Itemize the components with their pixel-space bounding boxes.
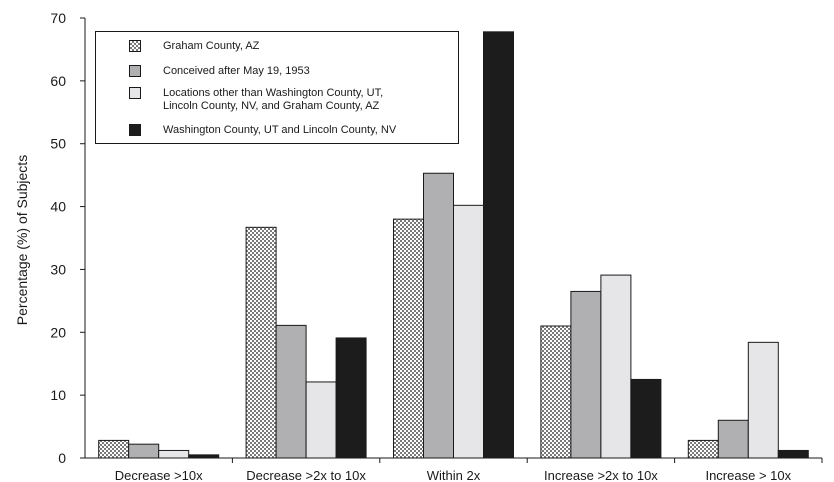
bar (570, 290, 602, 459)
y-tick-label: 50 (50, 136, 66, 152)
x-ticks: Decrease >10x Decrease >2x to 10x Within 2… (115, 458, 823, 482)
bar (128, 443, 160, 459)
x-tick-label: Increase > 10x (705, 468, 791, 482)
bar (687, 439, 719, 459)
x-tick-label: Decrease >10x (115, 468, 203, 482)
legend-swatch (129, 124, 141, 136)
legend: Graham County, AZ Conceived after May 19… (95, 31, 459, 144)
legend-label: Locations other than Washington County, … (163, 87, 384, 112)
y-tick-label: 40 (50, 199, 66, 215)
bar (275, 324, 307, 459)
bar (245, 226, 277, 459)
y-tick-label: 10 (50, 387, 66, 403)
bar (717, 419, 749, 459)
bar (747, 341, 779, 459)
y-tick-label: 70 (50, 10, 66, 26)
y-tick-label: 20 (50, 324, 66, 340)
y-tick-label: 0 (58, 450, 66, 466)
bar (98, 439, 130, 459)
bar (305, 381, 337, 459)
bar (158, 449, 190, 459)
bar (335, 337, 367, 459)
y-tick-label: 30 (50, 261, 66, 277)
bar (423, 172, 454, 459)
bars-group (98, 31, 809, 459)
bar (483, 31, 514, 459)
bar (600, 274, 632, 459)
legend-label: Graham County, AZ (163, 40, 260, 52)
bar (188, 454, 220, 459)
x-tick-label: Decrease >2x to 10x (246, 468, 366, 482)
bar (777, 449, 809, 459)
y-tick-label: 60 (50, 73, 66, 89)
bar (630, 378, 662, 459)
legend-swatch (129, 87, 141, 99)
y-ticks: 0 10 20 30 40 50 60 70 (50, 10, 85, 466)
legend-label: Washington County, UT and Lincoln County… (163, 124, 397, 136)
legend-label: Conceived after May 19, 1953 (163, 65, 310, 77)
y-axis-label: Percentage (%) of Subjects (14, 154, 30, 326)
bar (393, 218, 424, 459)
legend-swatch (129, 40, 141, 52)
bar (453, 204, 484, 459)
x-tick-label: Within 2x (427, 468, 481, 482)
x-tick-label: Increase >2x to 10x (544, 468, 658, 482)
bar (540, 325, 572, 459)
legend-swatch (129, 65, 141, 77)
